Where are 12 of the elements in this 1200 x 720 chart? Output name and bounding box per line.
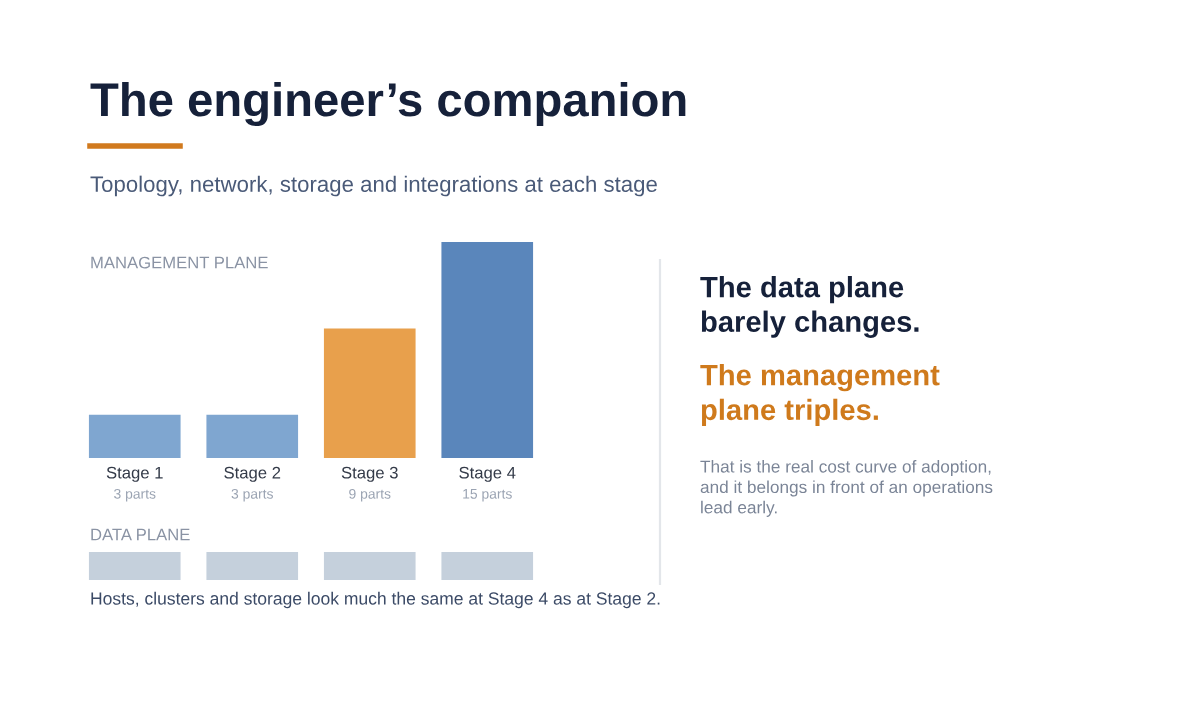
text: The engineer’s companion: [90, 81, 686, 127]
chart-title: DATA PLANE: [91, 528, 190, 541]
text: Hosts, clusters and storage look much the same at Stage 4 as at Stage 2.: [91, 591, 660, 609]
x-tick-label: Stage 4: [459, 466, 516, 482]
text: MANAGEMENT PLANE: [91, 256, 268, 269]
text: The data plane barely changes.: [700, 276, 919, 338]
x-tick-label: Stage 3: [341, 466, 398, 482]
x-tick-label: Stage 1: [106, 466, 163, 482]
text: That is the real cost curve of adoption, and it belongs in front of an operations lead early.: [700, 460, 993, 517]
text: Topology, network, storage and integrations at each stage: [90, 175, 657, 197]
x-tick-label: Stage 2: [224, 466, 281, 482]
text: The management plane triples.: [700, 364, 940, 426]
